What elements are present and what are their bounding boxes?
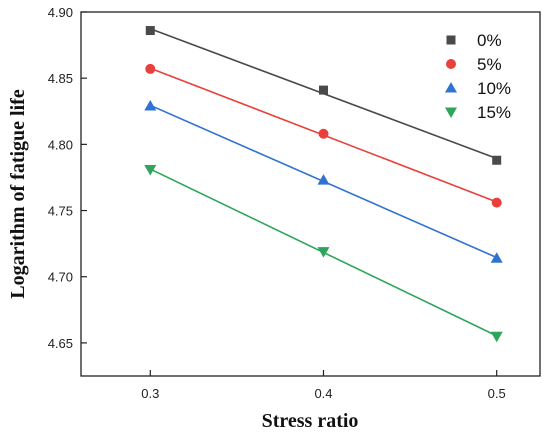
y-tick-label: 4.75 — [48, 204, 73, 219]
data-point-series-3 — [490, 331, 503, 343]
data-point-series-0 — [145, 26, 155, 36]
y-tick-label: 4.80 — [48, 137, 73, 152]
y-axis-title: Logarithm of fatigue life — [7, 89, 29, 299]
x-axis-title: Stress ratio — [262, 410, 359, 432]
y-tick-label: 4.85 — [48, 71, 73, 86]
x-tick-label: 0.4 — [314, 386, 332, 401]
legend-marker-series-0 — [446, 35, 456, 45]
legend-marker-series-2 — [445, 82, 457, 93]
data-point-series-2 — [490, 252, 503, 263]
legend-label-series-0: 0% — [477, 31, 502, 50]
data-markers — [144, 26, 503, 343]
data-point-series-1 — [145, 63, 156, 74]
data-point-series-1 — [318, 128, 329, 139]
x-tick-label: 0.5 — [488, 386, 506, 401]
data-point-series-1 — [491, 197, 502, 208]
x-tick-label: 0.3 — [141, 386, 159, 401]
y-tick-label: 4.90 — [48, 5, 73, 20]
data-point-series-2 — [317, 174, 330, 185]
data-point-series-3 — [317, 247, 330, 258]
y-tick-label: 4.70 — [48, 270, 73, 285]
axis-ticks: 0.3 0.4 0.5 4.65 4.70 4.75 4.80 4.85 4.90 — [48, 5, 506, 401]
legend-label-series-1: 5% — [477, 55, 502, 74]
legend-marker-series-3 — [445, 107, 457, 118]
data-point-series-2 — [144, 99, 157, 111]
data-point-series-3 — [144, 165, 157, 176]
data-point-series-0 — [492, 155, 502, 165]
data-point-series-0 — [318, 85, 328, 95]
legend-label-series-3: 15% — [477, 103, 511, 122]
plot-frame — [80, 11, 541, 377]
legend-label-series-2: 10% — [477, 79, 511, 98]
legend-marker-series-1 — [446, 59, 456, 69]
y-tick-label: 4.65 — [48, 336, 73, 351]
legend: 0% 5% 10% 15% — [445, 31, 511, 122]
